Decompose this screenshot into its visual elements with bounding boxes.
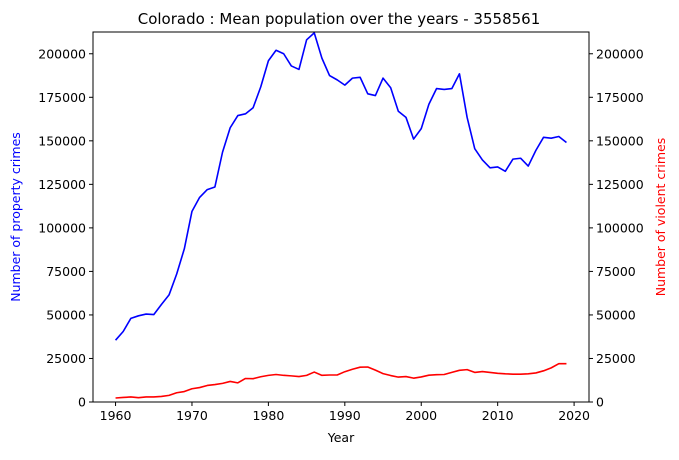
y-tick-label-left: 125000 [38,177,86,192]
x-tick-label: 1990 [329,408,361,423]
y-tick-label-right: 100000 [596,220,644,235]
x-tick-label: 1970 [176,408,208,423]
series-line-property [114,32,567,341]
y-tick-label-left: 75000 [46,264,86,279]
y-tick-label-right: 200000 [596,46,644,61]
y-axis-left: 0 25000 50000 75000 100000 125000 150000 175000… [38,46,93,410]
y-tick-label-left: 175000 [38,90,86,105]
y-tick-label-left: 25000 [46,351,86,366]
y-tick-label-left: 150000 [38,133,86,148]
x-tick-label: 2020 [558,408,590,423]
y-tick-label-right: 150000 [596,133,644,148]
y-tick-label-right: 25000 [596,351,636,366]
x-tick-label: 2010 [482,408,514,423]
y-tick-label-left: 0 [78,395,86,410]
chart-title: Colorado : Mean population over the year… [138,10,541,28]
y-axis-right-title: Number of violent crimes [653,138,668,297]
y-tick-label-left: 50000 [46,307,86,322]
y-tick-label-left: 100000 [38,220,86,235]
x-tick-label: 1980 [252,408,284,423]
x-tick-label: 1960 [100,408,132,423]
y-axis-left-title: Number of property crimes [8,132,23,302]
plot-area [114,32,567,399]
y-tick-label-right: 75000 [596,264,636,279]
x-tick-label: 2000 [405,408,437,423]
y-tick-label-right: 0 [596,395,604,410]
series-line-violent [115,362,567,399]
y-tick-label-left: 200000 [38,46,86,61]
y-tick-label-right: 125000 [596,177,644,192]
x-axis: 1960 1970 1980 1990 2000 2010 2020 [100,402,590,423]
y-tick-label-right: 50000 [596,307,636,322]
y-axis-right: 0 25000 50000 75000 100000 125000 150000 175000… [589,46,644,410]
plot-frame [92,31,590,403]
y-tick-label-right: 175000 [596,90,644,105]
x-axis-title: Year [327,430,355,445]
